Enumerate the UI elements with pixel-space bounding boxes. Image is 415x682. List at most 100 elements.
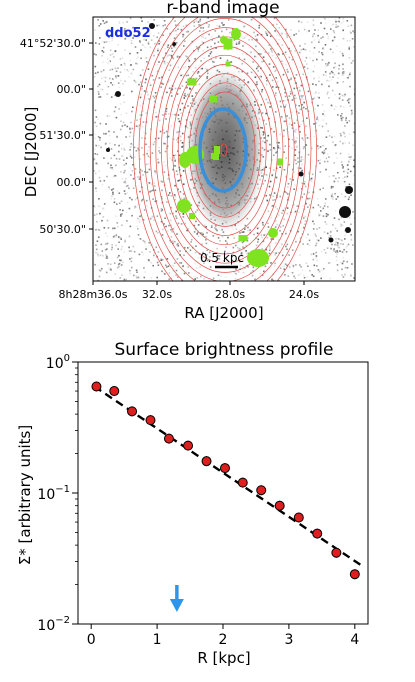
noise-pixel: [299, 254, 301, 256]
noise-pixel: [268, 249, 271, 252]
noise-pixel: [266, 262, 269, 264]
noise-pixel: [95, 42, 97, 44]
noise-pixel: [163, 142, 165, 145]
noise-pixel: [325, 215, 328, 218]
noise-pixel: [120, 248, 123, 251]
noise-pixel: [183, 45, 185, 47]
noise-pixel: [174, 195, 177, 198]
noise-pixel: [350, 113, 353, 116]
noise-pixel: [98, 170, 100, 173]
noise-pixel: [317, 147, 320, 150]
noise-pixel: [172, 138, 175, 141]
noise-pixel: [117, 75, 120, 77]
noise-pixel: [183, 183, 185, 185]
noise-pixel: [243, 25, 245, 28]
noise-pixel: [158, 77, 161, 79]
noise-pixel: [296, 137, 298, 139]
mask-region: [231, 28, 241, 40]
noise-pixel: [337, 244, 340, 246]
noise-pixel: [298, 125, 301, 128]
noise-pixel: [168, 79, 171, 81]
noise-pixel: [316, 259, 318, 262]
noise-pixel: [176, 173, 179, 176]
noise-pixel: [246, 252, 249, 255]
noise-pixel: [305, 202, 307, 205]
noise-pixel: [102, 51, 105, 53]
background-stars: [106, 23, 353, 243]
noise-pixel: [300, 221, 303, 224]
noise-pixel: [187, 93, 189, 96]
noise-pixel: [179, 250, 181, 252]
noise-pixel: [332, 186, 334, 188]
noise-pixel: [338, 68, 340, 70]
noise-pixel: [312, 253, 315, 255]
noise-pixel: [123, 181, 125, 184]
contour-ellipse: [172, 54, 278, 246]
noise-pixel: [281, 247, 283, 250]
noise-pixel: [291, 147, 294, 149]
noise-pixel: [272, 279, 275, 281]
noise-pixel: [261, 236, 263, 239]
noise-pixel: [95, 248, 98, 251]
noise-pixel: [312, 24, 315, 26]
noise-pixel: [196, 18, 198, 21]
noise-pixel: [350, 239, 353, 241]
noise-pixel: [353, 277, 355, 279]
noise-pixel: [327, 213, 329, 216]
noise-pixel: [309, 269, 311, 272]
noise-pixel: [331, 193, 334, 196]
noise-pixel: [143, 90, 146, 92]
noise-pixel: [204, 67, 207, 70]
noise-pixel: [118, 202, 121, 205]
noise-pixel: [112, 227, 114, 230]
noise-pixel: [101, 219, 103, 222]
noise-pixel: [302, 120, 304, 122]
noise-pixel: [248, 39, 250, 41]
noise-pixel: [120, 259, 122, 262]
noise-pixel: [185, 31, 188, 33]
noise-pixel: [305, 56, 308, 59]
noise-pixel: [153, 19, 155, 21]
noise-pixel: [286, 115, 288, 117]
noise-pixel: [300, 49, 303, 51]
noise-pixel: [346, 40, 349, 42]
noise-pixel: [94, 29, 96, 31]
noise-pixel: [301, 103, 304, 106]
noise-pixel: [284, 95, 287, 98]
noise-pixel: [94, 172, 97, 175]
noise-pixel: [333, 38, 336, 41]
star: [106, 148, 110, 152]
noise-pixel: [282, 73, 285, 76]
noise-pixel: [222, 24, 224, 26]
scale-length-arrow: [169, 585, 184, 612]
noise-pixel: [299, 45, 301, 47]
noise-pixel: [293, 77, 296, 79]
noise-pixel: [102, 61, 104, 64]
noise-pixel: [339, 140, 342, 143]
noise-pixel: [342, 131, 345, 134]
noise-pixel: [330, 70, 333, 73]
noise-pixel: [256, 244, 259, 247]
noise-pixel: [322, 113, 324, 115]
noise-pixel: [113, 154, 116, 157]
noise-pixel: [111, 189, 113, 191]
noise-pixel: [284, 145, 286, 147]
noise-pixel: [114, 215, 117, 217]
noise-pixel: [311, 160, 313, 163]
noise-pixel: [351, 112, 353, 114]
noise-pixel: [281, 233, 283, 235]
noise-pixel: [103, 179, 106, 182]
noise-pixel: [124, 38, 127, 40]
noise-pixel: [156, 70, 159, 73]
noise-pixel: [269, 149, 272, 151]
noise-pixel: [342, 142, 344, 145]
noise-pixel: [271, 79, 274, 82]
rband-y-axis: 41°52'30.0" 00.0" 51'30.0" 00.0" 50'30.0…: [20, 37, 93, 236]
noise-pixel: [284, 51, 287, 54]
noise-pixel: [151, 152, 154, 154]
noise-pixel: [349, 105, 352, 107]
noise-pixel: [157, 137, 160, 140]
noise-pixel: [102, 207, 105, 210]
noise-pixel: [173, 226, 176, 228]
noise-pixel: [268, 63, 271, 65]
